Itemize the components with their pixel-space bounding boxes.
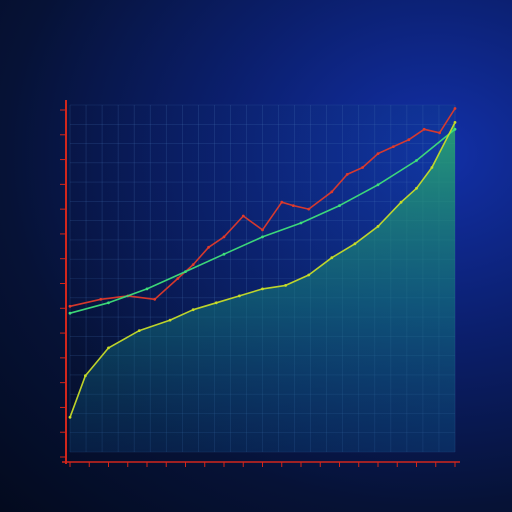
data-point — [84, 374, 87, 378]
data-point — [168, 318, 172, 322]
series-line-yellow-line — [69, 122, 456, 418]
data-point — [241, 214, 245, 218]
data-point — [392, 145, 395, 149]
data-point — [407, 138, 411, 142]
data-point — [438, 131, 441, 135]
data-point — [68, 311, 72, 315]
data-point — [453, 127, 457, 131]
data-point — [307, 273, 311, 277]
data-point — [453, 121, 457, 124]
data-point — [330, 256, 334, 260]
axis-layer — [62, 100, 460, 464]
series-area — [70, 122, 455, 453]
data-point — [376, 225, 380, 228]
data-point — [422, 127, 426, 131]
data-point — [68, 304, 72, 308]
data-point — [176, 277, 180, 280]
data-point — [238, 294, 241, 298]
data-point — [415, 186, 418, 190]
data-point — [453, 107, 457, 110]
data-point — [214, 301, 218, 305]
area-layer — [70, 122, 455, 453]
data-point — [222, 252, 226, 256]
data-point — [376, 183, 380, 187]
data-point — [261, 228, 264, 232]
data-point — [261, 235, 264, 239]
data-point — [207, 245, 211, 249]
data-point — [107, 301, 110, 305]
data-point — [338, 204, 341, 208]
data-point — [399, 200, 403, 204]
data-point — [261, 287, 264, 291]
data-point — [361, 166, 364, 169]
data-point — [345, 173, 349, 176]
data-point — [222, 235, 226, 239]
line-layer — [68, 107, 457, 419]
data-point — [307, 207, 311, 211]
data-point — [145, 287, 149, 291]
series-line-red-line — [69, 108, 456, 308]
data-point — [330, 190, 334, 194]
data-point — [184, 270, 187, 273]
data-point — [430, 166, 434, 169]
data-point — [284, 284, 287, 287]
data-point — [415, 159, 418, 162]
data-point — [99, 297, 103, 301]
data-point — [137, 329, 141, 332]
data-point — [191, 308, 195, 312]
data-point — [299, 221, 303, 225]
data-point — [291, 204, 295, 208]
data-point — [107, 346, 110, 350]
data-point — [191, 263, 195, 266]
data-point — [376, 152, 380, 156]
tick-layer — [60, 109, 456, 467]
data-point — [68, 415, 72, 419]
data-point — [153, 297, 157, 301]
data-point — [353, 242, 357, 246]
data-point — [280, 200, 284, 204]
